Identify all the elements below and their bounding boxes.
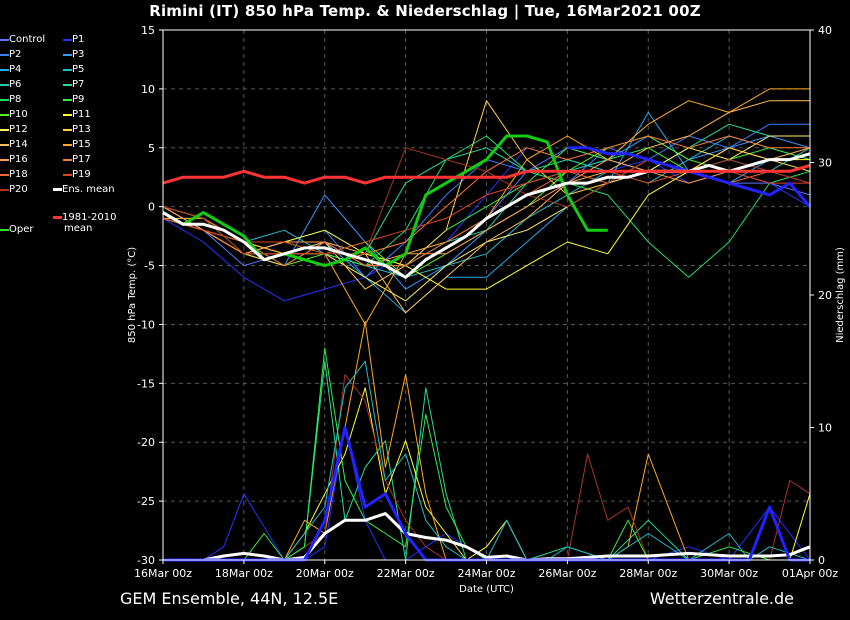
y-tick-label: -10 xyxy=(137,318,155,331)
y-tick-label: 10 xyxy=(141,83,155,96)
legend-label: P16 xyxy=(9,154,28,165)
legend-label: Oper xyxy=(9,224,34,235)
y2-tick-label: 20 xyxy=(818,289,832,302)
legend-label: P18 xyxy=(9,169,28,180)
legend-swatch xyxy=(63,84,72,86)
x-axis-label: Date (UTC) xyxy=(459,584,514,595)
legend-label: P11 xyxy=(72,109,91,120)
legend-label: P1 xyxy=(72,34,85,45)
legend-swatch xyxy=(0,144,9,146)
x-tick-label: 20Mar 00z xyxy=(296,567,354,580)
legend-label: P7 xyxy=(72,79,85,90)
legend-swatch xyxy=(0,174,9,176)
y-tick-label: -30 xyxy=(137,554,155,567)
x-tick-label: 16Mar 00z xyxy=(134,567,192,580)
source-credit-footer: Wetterzentrale.de xyxy=(649,589,794,608)
y-tick-label: -5 xyxy=(144,260,155,273)
legend-swatch xyxy=(0,114,9,116)
legend-label: P5 xyxy=(72,64,85,75)
legend-swatch xyxy=(63,159,72,161)
temp-series-ens-mean xyxy=(162,152,811,279)
legend-swatch xyxy=(0,54,9,56)
legend-label: P8 xyxy=(9,94,22,105)
legend-swatch xyxy=(63,69,72,71)
legend-label: P20 xyxy=(9,184,28,195)
x-tick-label: 01Apr 00z xyxy=(782,567,839,580)
x-tick-label: 26Mar 00z xyxy=(538,567,596,580)
legend-label: P15 xyxy=(72,139,91,150)
precip-series-p20 xyxy=(163,374,811,561)
legend-swatch xyxy=(63,114,72,116)
y2-tick-label: 40 xyxy=(818,24,832,37)
legend-swatch xyxy=(53,216,62,219)
legend-label: 1981-2010 xyxy=(62,212,117,223)
x-tick-label: 22Mar 00z xyxy=(377,567,435,580)
y-axis-label: 850 hPa Temp. (°C) xyxy=(127,247,138,343)
legend-label: P9 xyxy=(72,94,85,105)
chart-title: Rimini (IT) 850 hPa Temp. & Niederschlag… xyxy=(149,2,701,20)
legend-label: Control xyxy=(9,34,46,45)
legend-swatch xyxy=(0,99,9,101)
legend-label: P6 xyxy=(9,79,22,90)
legend-swatch xyxy=(63,174,72,176)
legend-swatch xyxy=(63,54,72,56)
legend-swatch xyxy=(63,39,72,41)
legend-swatch xyxy=(63,99,72,101)
legend-swatch xyxy=(0,69,9,71)
x-tick-label: 18Mar 00z xyxy=(215,567,273,580)
legend-swatch xyxy=(0,129,9,131)
y-tick-label: 0 xyxy=(148,201,155,214)
legend-label: P14 xyxy=(9,139,28,150)
legend-label: P12 xyxy=(9,124,28,135)
y-tick-label: 5 xyxy=(148,142,155,155)
legend-label: P2 xyxy=(9,49,22,60)
x-tick-label: 30Mar 00z xyxy=(700,567,758,580)
temp-series-p16 xyxy=(162,147,811,267)
legend-swatch xyxy=(0,159,9,161)
legend-swatch xyxy=(0,229,9,231)
legend-label: P13 xyxy=(72,124,91,135)
legend-label: Ens. mean xyxy=(62,184,115,195)
y2-tick-label: 30 xyxy=(818,157,832,170)
legend-swatch xyxy=(53,188,62,191)
precip-series-ens-mean xyxy=(163,512,811,562)
legend-swatch xyxy=(63,129,72,131)
temp-series-p13 xyxy=(162,100,811,290)
model-info-footer: GEM Ensemble, 44N, 12.5E xyxy=(120,589,339,608)
legend-label: mean xyxy=(64,223,93,234)
legend-swatch xyxy=(63,144,72,146)
legend-label: P17 xyxy=(72,154,91,165)
y2-tick-label: 0 xyxy=(818,554,825,567)
legend-swatch xyxy=(0,189,9,191)
y2-tick-label: 10 xyxy=(818,422,832,435)
precip-series-control-precip- xyxy=(163,426,810,562)
y-tick-label: -20 xyxy=(137,436,155,449)
legend-label: P4 xyxy=(9,64,22,75)
legend-swatch xyxy=(0,39,9,41)
y-tick-label: 15 xyxy=(141,24,155,37)
legend-label: P3 xyxy=(72,49,85,60)
legend-label: P10 xyxy=(9,109,28,120)
x-tick-label: 28Mar 00z xyxy=(619,567,677,580)
y-tick-label: -25 xyxy=(137,495,155,508)
legend-label: P19 xyxy=(72,169,91,180)
chart-legend: Control P1 P2 P3 P4 P5 P6 P7 P8 P9 P10 P11 P12 P13 P14… xyxy=(0,33,135,243)
temp-series-1981-2010-mean xyxy=(162,163,811,185)
y2-axis-label: Niederschlag (mm) xyxy=(835,247,846,343)
legend-swatch xyxy=(0,84,9,86)
x-tick-label: 24Mar 00z xyxy=(457,567,515,580)
y-tick-label: -15 xyxy=(137,377,155,390)
